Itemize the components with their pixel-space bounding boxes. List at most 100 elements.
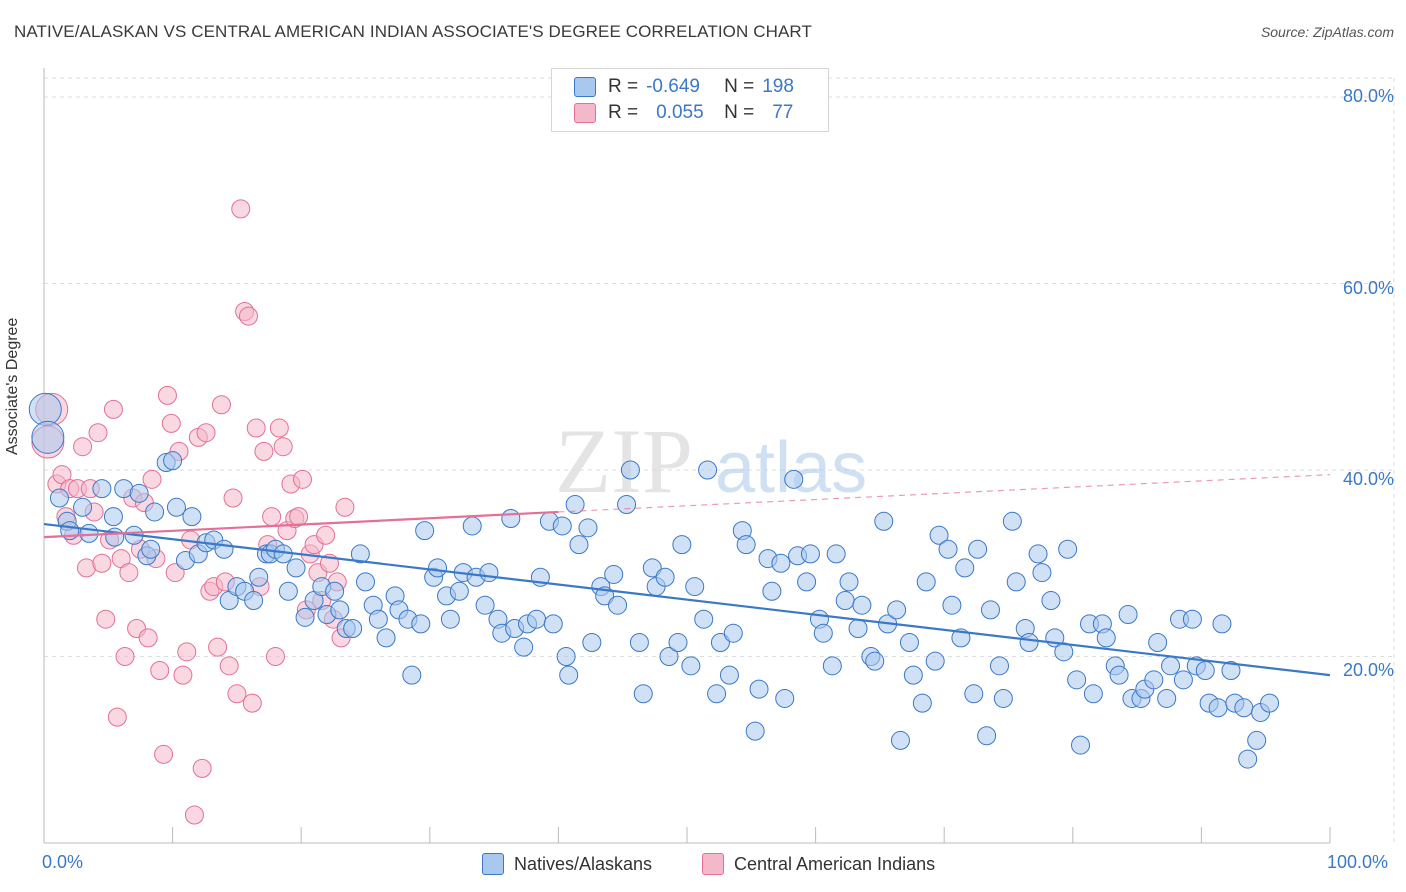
natives-point (1161, 656, 1181, 676)
watermark-atlas: atlas (715, 428, 867, 508)
natives-point (428, 558, 448, 578)
natives-point (1058, 539, 1078, 559)
central-american-point (165, 563, 185, 583)
natives-point (286, 558, 306, 578)
natives-point (977, 726, 997, 746)
natives-point (771, 553, 791, 573)
central-american-point (173, 665, 193, 685)
natives-point (980, 600, 1000, 620)
natives-point (376, 628, 396, 648)
natives-point (527, 609, 547, 629)
natives-point (710, 633, 730, 653)
y-tick-label-40: 40.0% (1342, 469, 1394, 489)
natives-point (707, 684, 727, 704)
central-american-point (115, 647, 135, 666)
natives-point (775, 688, 795, 708)
watermark-zip: ZIP (555, 410, 693, 512)
legend-r-value: 0.055 (656, 102, 704, 123)
natives-point (745, 721, 765, 741)
chart-title: NATIVE/ALASKAN VS CENTRAL AMERICAN INDIA… (14, 22, 812, 41)
natives-point (929, 525, 949, 545)
central-american-point (231, 199, 251, 219)
natives-point (543, 614, 563, 634)
natives-point (1173, 670, 1193, 690)
natives-point (1260, 693, 1280, 713)
central-american-point (269, 418, 289, 438)
legend-swatch-blue (482, 853, 504, 875)
natives-point (28, 392, 62, 426)
natives-point (1032, 563, 1052, 583)
trend-lines (43, 474, 1331, 677)
natives-point (368, 609, 388, 629)
natives-point (1182, 609, 1202, 629)
natives-point (565, 495, 585, 515)
natives-point (865, 651, 885, 671)
legend-item-natives[interactable]: Natives/Alaskans (482, 852, 652, 876)
natives-point (822, 656, 842, 676)
natives-point (402, 665, 422, 685)
natives-point (839, 572, 859, 592)
natives-point (182, 507, 202, 527)
natives-point (1247, 730, 1267, 750)
natives-point (629, 633, 649, 653)
natives-point (848, 619, 868, 639)
legend-r-value: -0.649 (646, 76, 700, 97)
natives-point (1221, 660, 1241, 680)
central-american-point (273, 437, 293, 457)
natives-point (73, 497, 93, 517)
natives-point (79, 523, 99, 543)
central-american-point (157, 385, 177, 405)
legend-item-central-american[interactable]: Central American Indians (702, 852, 935, 876)
natives-point (681, 656, 701, 676)
legend-label-natives: Natives/Alaskans (514, 853, 653, 874)
central-american-point (150, 660, 170, 680)
central-american-point (335, 497, 355, 517)
natives-point (356, 572, 375, 592)
natives-point (835, 591, 855, 611)
natives-point (993, 688, 1013, 708)
natives-point (1109, 665, 1129, 685)
central-american-point (262, 507, 282, 527)
central-american-point (208, 637, 228, 657)
legend-n-value: 198 (762, 76, 794, 97)
natives-point (249, 567, 269, 587)
stats-legend: R = -0.649 N = 198 R = 0.055 N = 77 (551, 68, 829, 132)
central-american-point (196, 423, 216, 443)
natives-point (343, 619, 363, 639)
natives-point (659, 647, 679, 666)
natives-point (129, 483, 149, 503)
central-american-point (107, 707, 127, 727)
natives-point (1067, 670, 1087, 690)
natives-point (1019, 633, 1039, 653)
natives-point (800, 544, 820, 564)
central-american-point (161, 413, 181, 433)
natives-point (719, 665, 739, 685)
central-american-point (289, 507, 309, 527)
natives-point (556, 647, 576, 666)
natives-point (890, 730, 910, 750)
central-american-point (184, 805, 204, 825)
legend-swatch-pink (574, 103, 596, 123)
central-american-point (223, 488, 243, 508)
natives-point (166, 497, 186, 517)
natives-point (942, 595, 962, 615)
watermark: ZIP atlas (555, 410, 867, 512)
natives-point (92, 479, 112, 499)
central-american-point (96, 609, 116, 629)
natives-point (1118, 605, 1138, 625)
legend-r-label: R = (608, 76, 639, 97)
central-american-point (238, 306, 258, 326)
natives-point (762, 581, 782, 601)
trend-line-central-american-extension (558, 474, 1331, 513)
natives-point (582, 633, 602, 653)
natives-point (852, 595, 872, 615)
legend-n-value: 77 (772, 102, 794, 123)
natives-point (475, 595, 495, 615)
natives-point (874, 511, 894, 531)
natives-point (608, 595, 628, 615)
central-american-point (119, 563, 139, 583)
natives-point (552, 516, 572, 536)
central-american-point (219, 656, 239, 676)
natives-point (887, 600, 907, 620)
natives-point (214, 539, 234, 559)
